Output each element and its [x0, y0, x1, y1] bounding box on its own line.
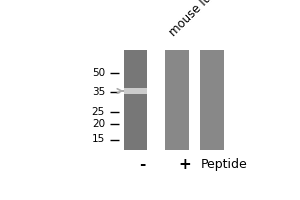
Text: Peptide: Peptide [200, 158, 247, 171]
Bar [200, 50, 224, 150]
Text: 20: 20 [92, 119, 105, 129]
Bar [124, 50, 147, 150]
Text: +: + [179, 157, 191, 172]
Bar [165, 50, 189, 150]
Text: -: - [139, 157, 145, 172]
Text: 50: 50 [92, 68, 105, 78]
Text: mouse lung: mouse lung [167, 0, 225, 39]
Text: 25: 25 [92, 107, 105, 117]
Text: 15: 15 [92, 134, 105, 144]
Bar [124, 88, 147, 94]
Text: 35: 35 [92, 87, 105, 97]
